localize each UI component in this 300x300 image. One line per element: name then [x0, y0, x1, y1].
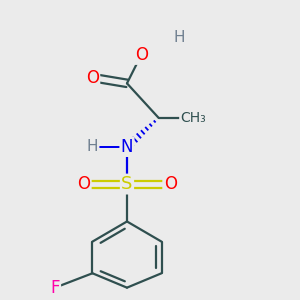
Text: S: S	[121, 175, 133, 193]
Text: O: O	[86, 69, 99, 87]
Text: F: F	[50, 279, 60, 297]
Text: O: O	[164, 175, 177, 193]
Text: O: O	[77, 175, 90, 193]
Text: O: O	[135, 46, 148, 64]
Text: H: H	[87, 139, 98, 154]
Text: N: N	[121, 138, 133, 156]
Text: CH₃: CH₃	[180, 111, 206, 125]
Text: H: H	[173, 30, 184, 45]
